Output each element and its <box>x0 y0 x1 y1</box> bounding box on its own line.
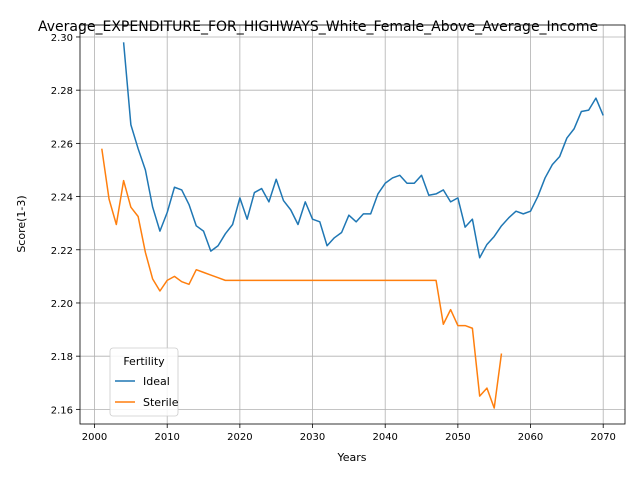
plot-area-frame <box>79 24 626 425</box>
legend-label-sterile: Sterile <box>143 396 179 409</box>
y-tick-label: 2.18 <box>51 352 73 363</box>
axis-ticks: 2000 2010 2020 2030 2040 2050 2060 2070 2.16 2.18… <box>51 33 616 443</box>
y-tick-label: 2.24 <box>51 193 73 204</box>
y-axis-label: Score(1-3) <box>15 195 28 252</box>
legend: Fertility Ideal Sterile <box>109 347 179 417</box>
y-tick-label: 2.16 <box>51 405 73 416</box>
x-tick-label: 2050 <box>445 432 470 443</box>
y-tick-label: 2.22 <box>51 246 73 257</box>
x-tick-label: 2000 <box>82 432 107 443</box>
y-tick-label: 2.20 <box>51 299 73 310</box>
legend-box <box>109 347 179 417</box>
y-tick-label: 2.26 <box>51 139 73 150</box>
chart-title: Average_EXPENDITURE_FOR_HIGHWAYS_White_F… <box>38 19 598 35</box>
x-tick-label: 2030 <box>300 432 325 443</box>
legend-label-ideal: Ideal <box>143 375 170 388</box>
x-tick-label: 2070 <box>590 432 615 443</box>
series-line-ideal <box>122 42 604 259</box>
x-axis-label: Years <box>336 451 366 464</box>
series-lines <box>101 42 604 409</box>
x-tick-label: 2060 <box>518 432 543 443</box>
x-tick-label: 2020 <box>227 432 252 443</box>
x-tick-label: 2010 <box>154 432 179 443</box>
grid-lines <box>80 25 625 424</box>
series-line-sterile <box>101 148 503 409</box>
y-tick-label: 2.30 <box>51 33 73 44</box>
x-tick-label: 2040 <box>372 432 397 443</box>
legend-title: Fertility <box>123 355 165 368</box>
y-tick-label: 2.28 <box>51 86 73 97</box>
